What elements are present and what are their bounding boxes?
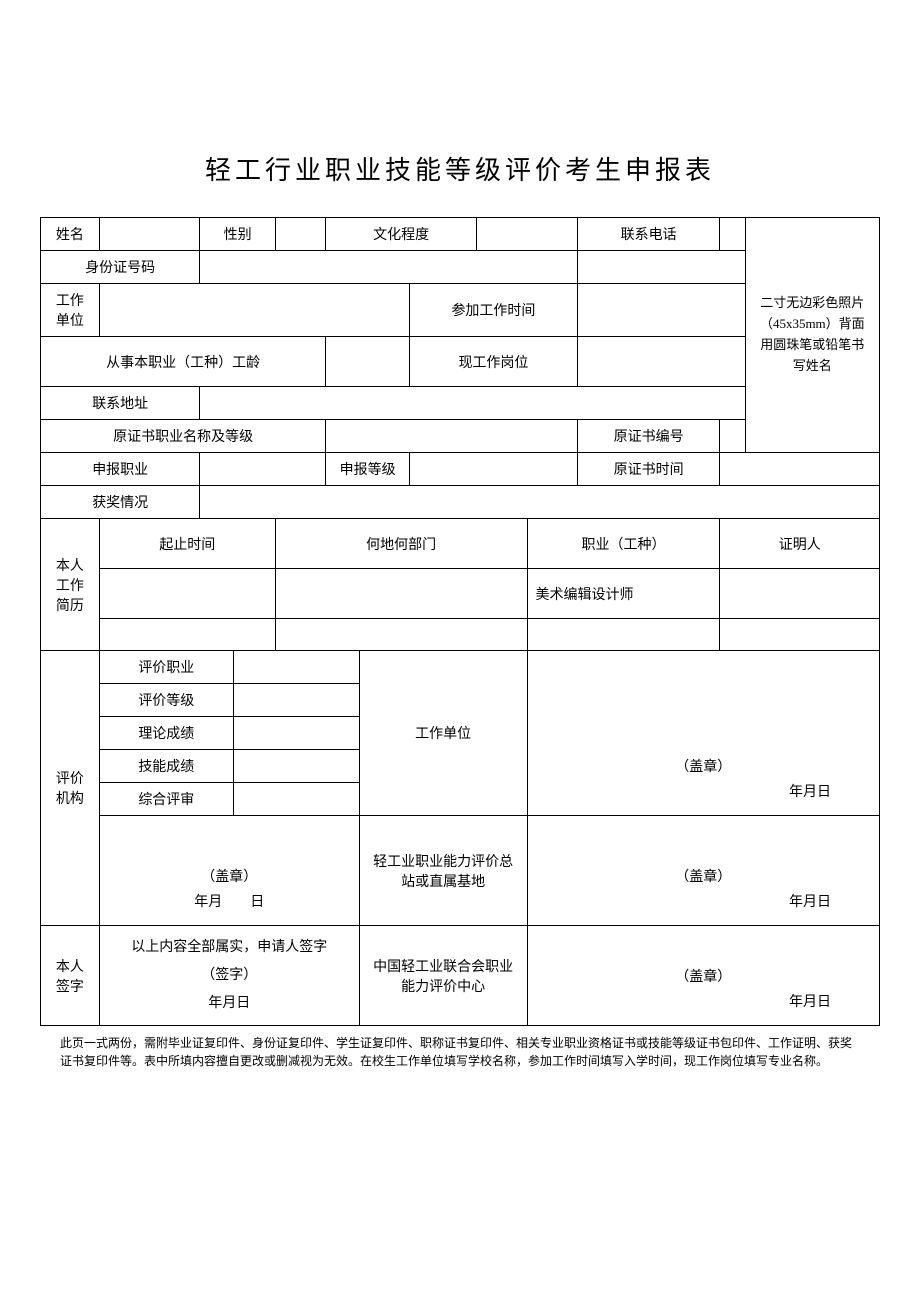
label-china-center: 中国轻工业联合会职业能力评价中心 [359,926,527,1026]
label-gender: 性别 [200,218,275,251]
label-theory-score: 理论成绩 [99,717,233,750]
field-blank-1[interactable] [577,251,745,284]
field-period-2[interactable] [99,619,275,651]
label-eval-org: 评价 机构 [41,651,100,926]
label-original-cert-name: 原证书职业名称及等级 [41,420,326,453]
field-work-unit[interactable] [99,284,409,337]
field-contact-address[interactable] [200,387,745,420]
label-certifier: 证明人 [720,519,880,569]
stamp-eval-org: （盖章） 年月 日 [99,816,359,926]
stamp-work-unit: （盖章） 年月日 [527,651,880,816]
field-phone[interactable] [720,218,745,251]
field-theory-score[interactable] [233,717,359,750]
label-self-sign: 本人 签字 [41,926,100,1026]
field-occupation-type-1[interactable]: 美术编辑设计师 [527,569,720,619]
field-apply-level[interactable] [410,453,578,486]
label-phone: 联系电话 [577,218,720,251]
field-gender[interactable] [275,218,325,251]
field-certifier-1[interactable] [720,569,880,619]
field-occupation-type-2[interactable] [527,619,720,651]
application-form-table: 姓名 性别 文化程度 联系电话 二寸无边彩色照片（45x35mm）背面用圆珠笔或… [40,217,880,1026]
stamp-station: （盖章） 年月日 [527,816,880,926]
field-where-dept-2[interactable] [275,619,527,651]
field-education[interactable] [477,218,578,251]
label-where-dept: 何地何部门 [275,519,527,569]
label-work-unit2: 工作单位 [359,651,527,816]
label-work-history: 本人 工作 简历 [41,519,100,651]
field-period-1[interactable] [99,569,275,619]
photo-placeholder: 二寸无边彩色照片（45x35mm）背面用圆珠笔或铅笔书写姓名 [745,218,879,453]
label-occupation-type: 职业（工种） [527,519,720,569]
label-original-cert-time: 原证书时间 [577,453,720,486]
label-apply-occupation: 申报职业 [41,453,200,486]
field-name[interactable] [99,218,200,251]
field-eval-level[interactable] [233,684,359,717]
field-skill-score[interactable] [233,750,359,783]
label-name: 姓名 [41,218,100,251]
field-original-cert-number[interactable] [720,420,745,453]
label-comprehensive-review: 综合评审 [99,783,233,816]
field-apply-occupation[interactable] [200,453,326,486]
label-contact-address: 联系地址 [41,387,200,420]
label-original-cert-number: 原证书编号 [577,420,720,453]
stamp-china-center: （盖章） 年月日 [527,926,880,1026]
label-education: 文化程度 [326,218,477,251]
declaration-cell: 以上内容全部属实，申请人签字 （签字） 年月日 [99,926,359,1026]
label-eval-level: 评价等级 [99,684,233,717]
field-work-start-time[interactable] [577,284,745,337]
label-current-position: 现工作岗位 [410,337,578,387]
field-id-number[interactable] [200,251,577,284]
field-where-dept-1[interactable] [275,569,527,619]
field-eval-occupation[interactable] [233,651,359,684]
label-apply-level: 申报等级 [326,453,410,486]
footnote-text: 此页一式两份，需附毕业证复印件、身份证复印件、学生证复印件、职称证书复印件、相关… [40,1034,880,1070]
field-awards[interactable] [200,486,880,519]
label-work-unit: 工作 单位 [41,284,100,337]
label-light-industry-station: 轻工业职业能力评价总站或直属基地 [359,816,527,926]
field-current-position[interactable] [577,337,745,387]
label-period: 起止时间 [99,519,275,569]
label-eval-occupation: 评价职业 [99,651,233,684]
field-original-cert-time[interactable] [720,453,880,486]
field-original-cert-name[interactable] [326,420,578,453]
field-certifier-2[interactable] [720,619,880,651]
label-skill-score: 技能成绩 [99,750,233,783]
label-work-start-time: 参加工作时间 [410,284,578,337]
field-comprehensive-review[interactable] [233,783,359,816]
field-occupation-years[interactable] [326,337,410,387]
label-awards: 获奖情况 [41,486,200,519]
label-id-number: 身份证号码 [41,251,200,284]
label-occupation-years: 从事本职业（工种）工龄 [41,337,326,387]
form-title: 轻工行业职业技能等级评价考生申报表 [40,150,880,187]
